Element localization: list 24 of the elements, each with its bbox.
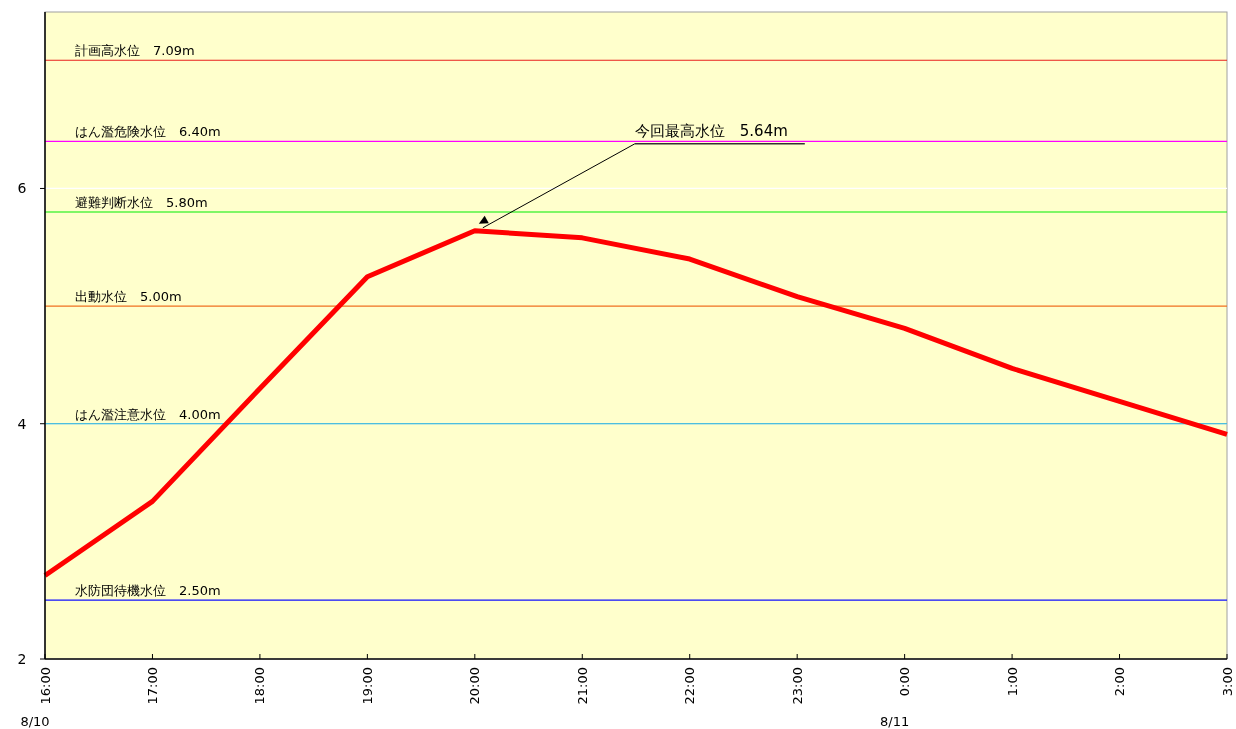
text: 8/10 bbox=[20, 714, 50, 729]
ref-line-label: はん濫危険水位 6.40m bbox=[75, 124, 221, 140]
annotation: 今回最高水位 5.64m bbox=[634, 121, 788, 140]
y-tick-label: 2 bbox=[17, 651, 27, 667]
x-tick-label: 22:00 bbox=[682, 667, 698, 705]
x-tick-label: 2:00 bbox=[1112, 667, 1128, 697]
y-tick-label: 4 bbox=[17, 415, 27, 432]
x-tick-label: 18:00 bbox=[252, 667, 268, 705]
y-tick-label: 6 bbox=[17, 180, 27, 197]
text: 8/11 bbox=[880, 714, 910, 729]
ref-line-label: 避難判断水位 5.80m bbox=[75, 194, 208, 210]
x-tick-label: 0:00 bbox=[897, 667, 913, 697]
x-tick-label: 19:00 bbox=[359, 667, 375, 705]
ref-line-label: 出動水位 5.00m bbox=[75, 289, 182, 305]
x-tick-label: 1:00 bbox=[1004, 667, 1020, 697]
x-tick-label: 23:00 bbox=[789, 667, 805, 705]
ref-line-label: 計画高水位 7.09m bbox=[75, 43, 195, 59]
x-tick-label: 20:00 bbox=[467, 667, 483, 705]
ref-line-label: 水防団待機水位 2.50m bbox=[75, 583, 221, 599]
x-tick-label: 17:00 bbox=[144, 667, 160, 705]
ref-line-label: はん濫注意水位 4.00m bbox=[75, 406, 221, 422]
x-tick-label: 21:00 bbox=[574, 667, 590, 705]
x-tick-label: 16:00 bbox=[37, 667, 53, 705]
x-tick-label: 3:00 bbox=[1219, 667, 1235, 697]
